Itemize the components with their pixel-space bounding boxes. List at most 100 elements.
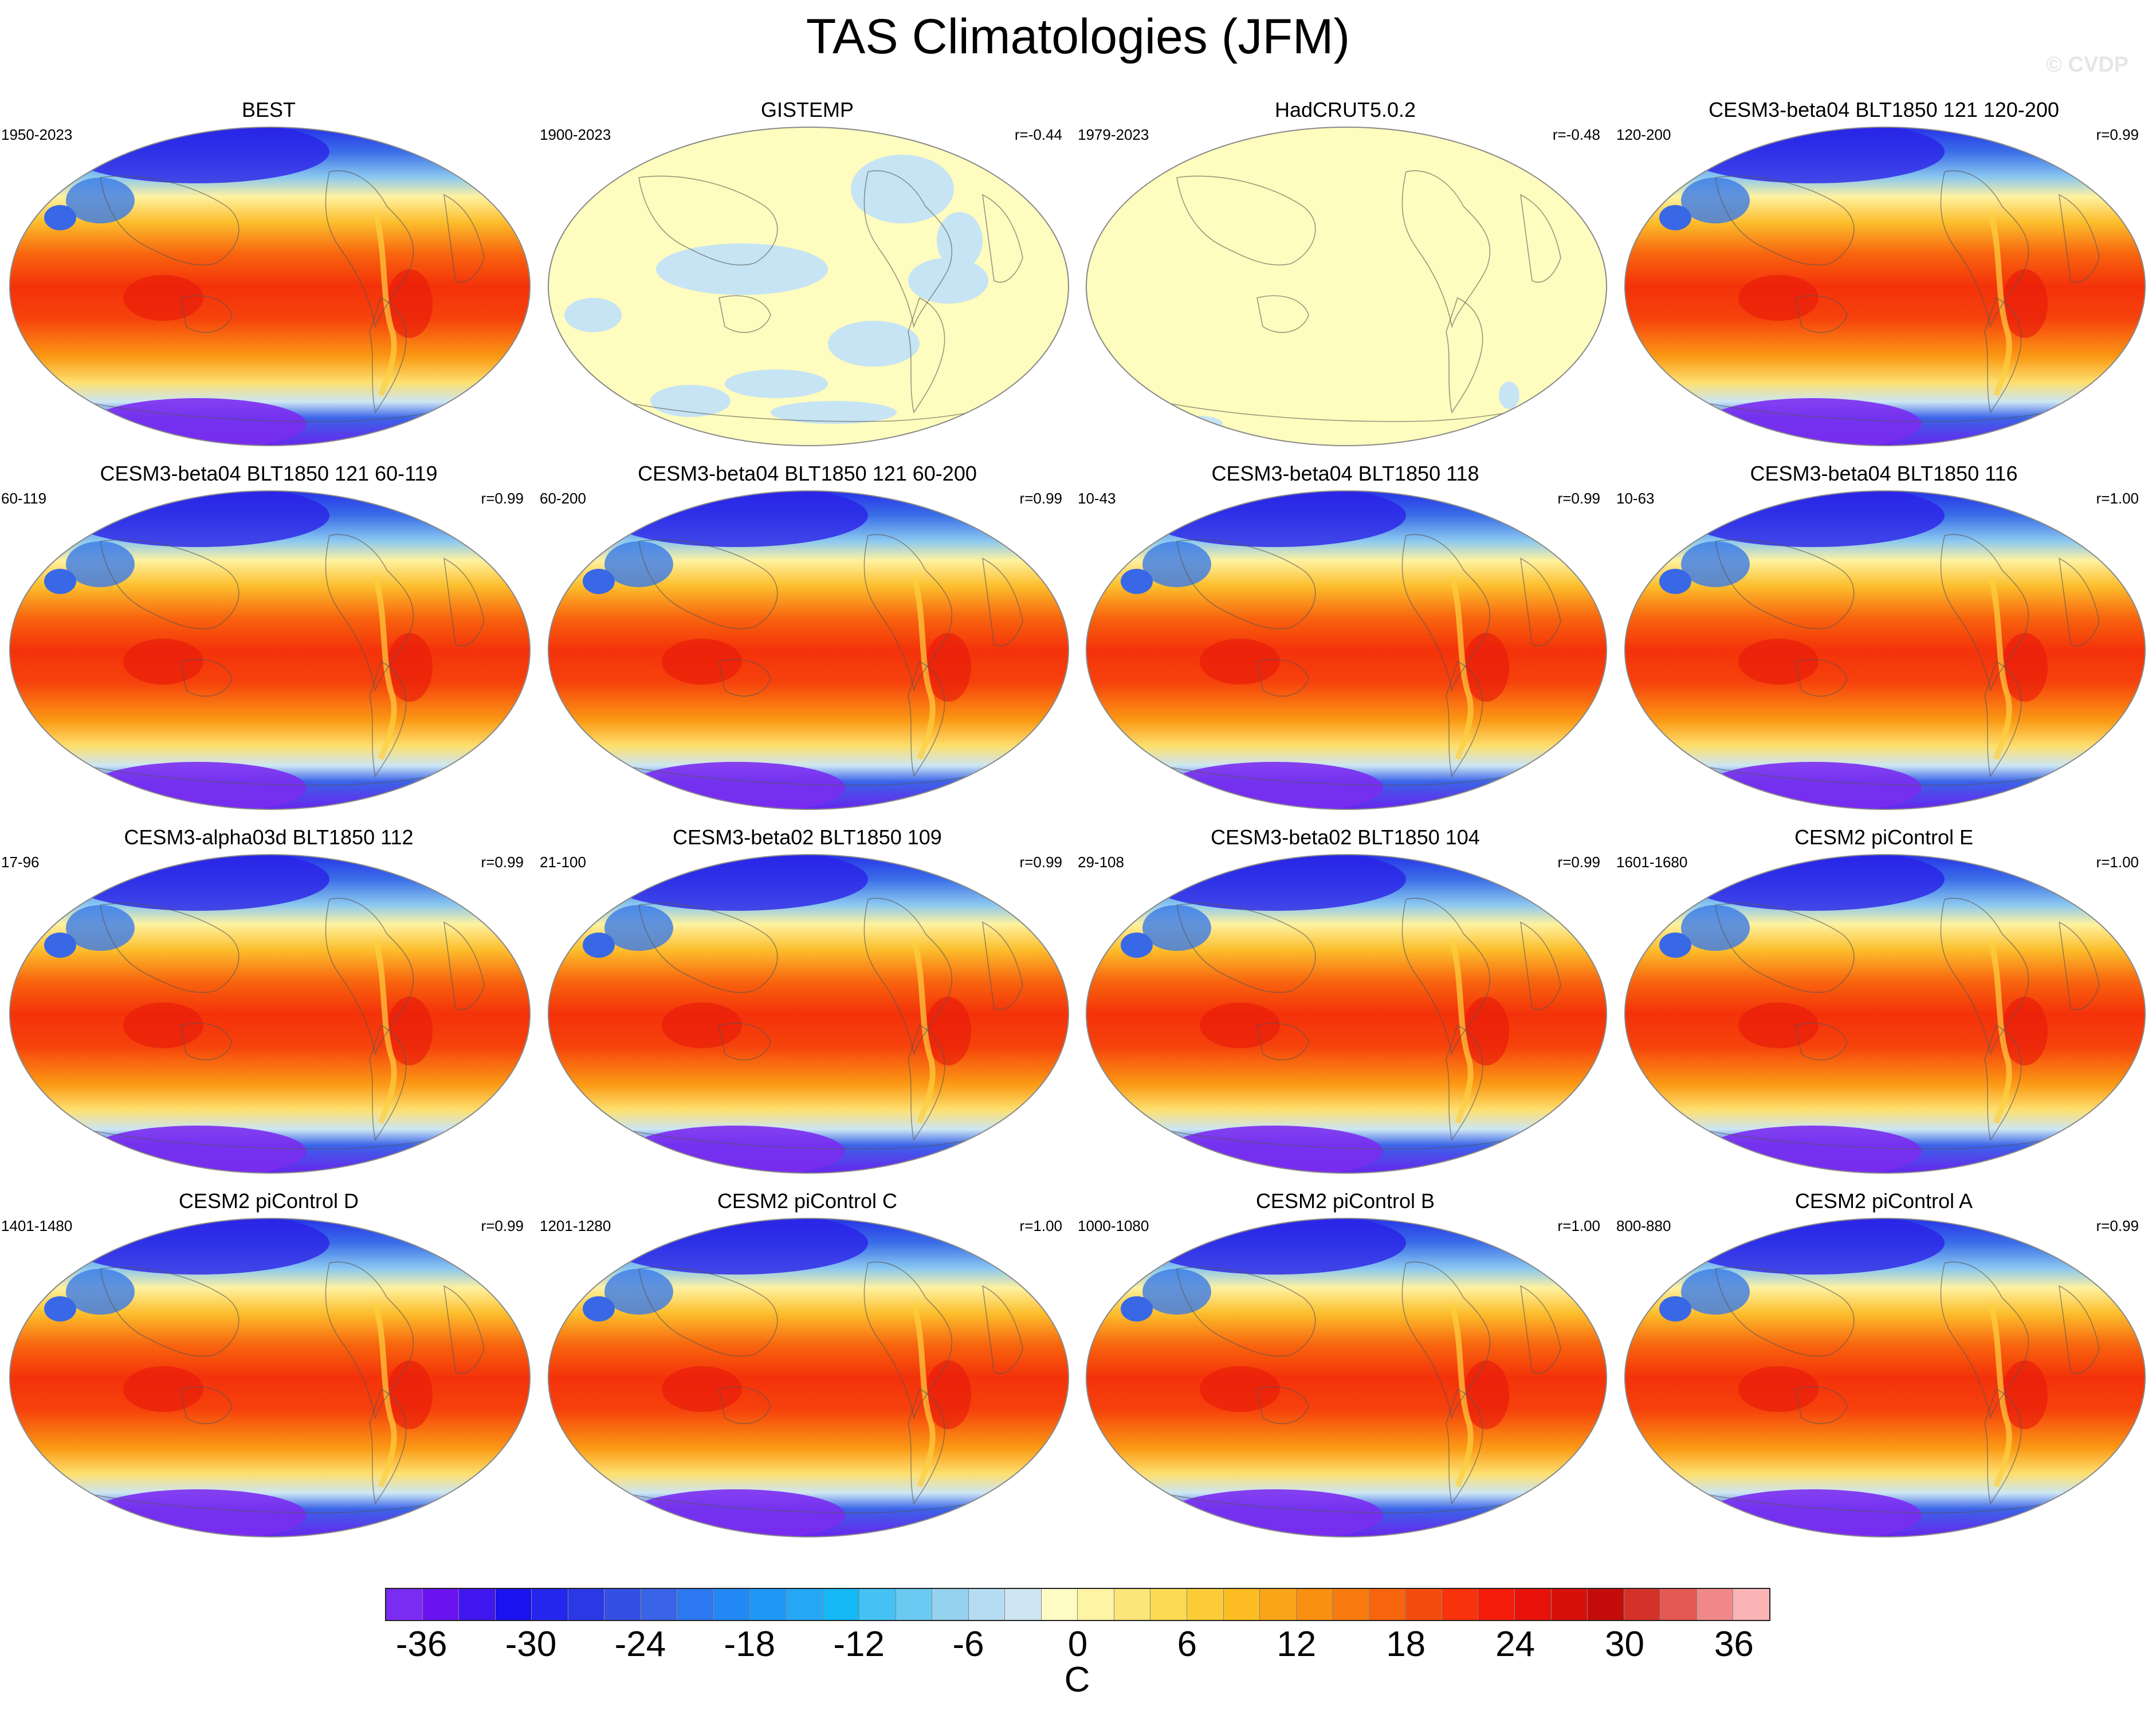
panel-correlation: r=0.99	[481, 490, 524, 507]
colorbar-swatch	[604, 1589, 641, 1620]
panel-years: 1401-1480	[1, 1217, 73, 1234]
map-svg	[9, 490, 531, 810]
colorbar-tick-label: -24	[614, 1625, 666, 1664]
map-panel: CESM3-beta04 BLT1850 118 10-43 r=0.99	[1077, 461, 1614, 816]
panel-title: CESM3-beta04 BLT1850 118	[1211, 462, 1479, 485]
colorbar-tick-label: 6	[1177, 1625, 1197, 1664]
colorbar-swatch	[1478, 1589, 1515, 1620]
map-panel: CESM3-beta04 BLT1850 121 120-200 120-200 r…	[1615, 97, 2153, 453]
colorbar-tick-label: 36	[1714, 1625, 1754, 1664]
map-panel: CESM3-beta04 BLT1850 116 10-63 r=1.00	[1615, 461, 2153, 816]
panel-correlation: r=0.99	[481, 1217, 524, 1234]
colorbar-swatch	[1369, 1589, 1406, 1620]
panel-years: 21-100	[540, 853, 586, 871]
colorbar-swatch	[568, 1589, 605, 1620]
colorbar-swatch	[677, 1589, 714, 1620]
colorbar-swatch	[459, 1589, 496, 1620]
panel-years: 29-108	[1078, 853, 1124, 871]
panel-years: 1000-1080	[1078, 1217, 1149, 1234]
colorbar-tick-label: 30	[1604, 1625, 1644, 1664]
map-panel: CESM2 piControl B 1000-1080 r=1.00	[1077, 1189, 1614, 1544]
colorbar-tick-label: 18	[1386, 1625, 1426, 1664]
panel-correlation: r=1.00	[2096, 853, 2139, 871]
panel-years: 1979-2023	[1078, 126, 1149, 143]
panel-title: CESM2 piControl B	[1255, 1189, 1435, 1213]
colorbar-swatch	[1150, 1589, 1188, 1620]
map-svg	[9, 1218, 531, 1537]
colorbar-swatch	[641, 1589, 678, 1620]
panel-years: 60-200	[540, 490, 586, 507]
colorbar-swatch	[787, 1589, 823, 1620]
map-svg	[1624, 127, 2146, 446]
map-panel: CESM2 piControl C 1201-1280 r=1.00	[539, 1189, 1076, 1544]
colorbar-swatch	[1624, 1589, 1661, 1620]
map-panel: CESM3-beta02 BLT1850 109 21-100 r=0.99	[539, 825, 1076, 1180]
panel-years: 120-200	[1616, 126, 1671, 143]
colorbar-swatch	[932, 1589, 969, 1620]
figure-title: TAS Climatologies (JFM)	[806, 9, 1350, 64]
panel-title: BEST	[241, 98, 296, 121]
map-svg	[1624, 1218, 2146, 1537]
panel-correlation: r=1.00	[1019, 1217, 1062, 1234]
colorbar-swatch	[859, 1589, 896, 1620]
map-svg	[1624, 490, 2146, 810]
panel-correlation: r=0.99	[1019, 490, 1062, 507]
map-panel: CESM2 piControl A 800-880 r=0.99	[1615, 1189, 2153, 1544]
panel-years: 10-63	[1616, 490, 1655, 507]
panel-title: CESM2 piControl A	[1794, 1189, 1973, 1213]
colorbar-swatch	[532, 1589, 568, 1620]
colorbar-swatch	[1296, 1589, 1333, 1620]
colorbar-swatch	[1405, 1589, 1442, 1620]
colorbar-swatch	[1514, 1589, 1552, 1620]
panel-years: 1201-1280	[540, 1217, 611, 1234]
colorbar-swatch	[495, 1589, 532, 1620]
panel-years: 17-96	[1, 853, 40, 871]
colorbar-swatch	[386, 1589, 423, 1620]
panel-correlation: r=-0.44	[1014, 126, 1062, 143]
panel-title: CESM3-beta04 BLT1850 116	[1750, 462, 2018, 485]
map-svg	[1086, 1218, 1607, 1537]
colorbar-swatch	[713, 1589, 751, 1620]
panel-correlation: r=-0.48	[1552, 126, 1600, 143]
panel-years: 1601-1680	[1616, 853, 1688, 871]
map-panel: CESM3-alpha03d BLT1850 112 17-96 r=0.99	[0, 825, 537, 1180]
colorbar	[385, 1588, 1770, 1621]
colorbar-swatch	[1733, 1589, 1769, 1620]
panel-title: CESM3-beta02 BLT1850 109	[673, 825, 942, 849]
map-svg	[548, 127, 1069, 446]
panel-title: CESM2 piControl D	[178, 1189, 359, 1213]
map-panel: CESM2 piControl D 1401-1480 r=0.99	[0, 1189, 537, 1544]
colorbar-swatch	[1442, 1589, 1479, 1620]
map-svg	[548, 490, 1069, 810]
map-svg	[1086, 490, 1607, 810]
colorbar-swatch	[1041, 1589, 1078, 1620]
colorbar-swatch	[750, 1589, 787, 1620]
colorbar-tick-label: 0	[1067, 1625, 1088, 1664]
map-panel: BEST 1950-2023	[0, 97, 537, 453]
colorbar-swatch	[1114, 1589, 1151, 1620]
panel-correlation: r=1.00	[2096, 490, 2139, 507]
colorbar-tick-label: -36	[395, 1625, 447, 1664]
panel-correlation: r=0.99	[1557, 490, 1600, 507]
map-panel: CESM3-beta04 BLT1850 121 60-200 60-200 r=0…	[539, 461, 1076, 816]
map-panel: CESM2 piControl E 1601-1680 r=1.00	[1615, 825, 2153, 1180]
colorbar-swatch	[896, 1589, 933, 1620]
map-panel: CESM3-beta02 BLT1850 104 29-108 r=0.99	[1077, 825, 1614, 1180]
panel-correlation: r=0.99	[2096, 126, 2139, 143]
panel-title: CESM3-alpha03d BLT1850 112	[124, 825, 414, 849]
colorbar-tick-label: -12	[833, 1625, 885, 1664]
map-svg	[1624, 854, 2146, 1174]
panel-years: 1900-2023	[540, 126, 611, 143]
colorbar-tick-label: 24	[1495, 1625, 1535, 1664]
colorbar-swatch	[422, 1589, 460, 1620]
panel-title: HadCRUT5.0.2	[1274, 98, 1416, 121]
panel-title: CESM2 piControl E	[1794, 825, 1974, 849]
map-svg	[9, 854, 531, 1174]
panel-years: 800-880	[1616, 1217, 1671, 1234]
panel-title: CESM3-beta04 BLT1850 121 60-200	[638, 462, 977, 485]
colorbar-swatch	[1551, 1589, 1588, 1620]
map-panel: CESM3-beta04 BLT1850 121 60-119 60-119 r=0…	[0, 461, 537, 816]
panel-title: CESM3-beta04 BLT1850 121 60-119	[100, 462, 438, 485]
watermark: © CVDP	[2045, 53, 2128, 77]
colorbar-swatch	[1260, 1589, 1297, 1620]
